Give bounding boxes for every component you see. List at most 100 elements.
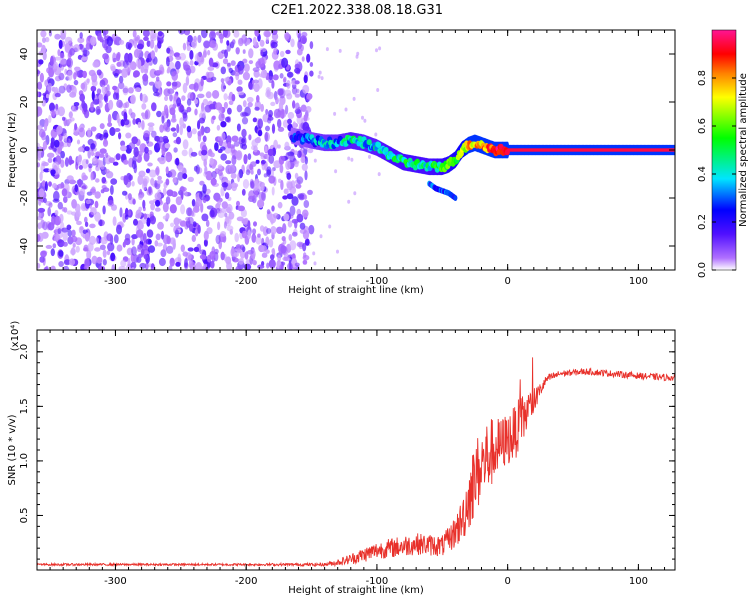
noise-blob [179,125,183,136]
noise-blob [270,101,276,107]
noise-blob [266,91,274,100]
noise-blob [237,79,243,85]
noise-blob [217,164,223,170]
noise-blob [57,201,63,210]
noise-blob [58,39,63,49]
noise-blob [203,158,207,168]
noise-blob [204,165,208,175]
noise-blob [130,261,137,270]
noise-blob [150,177,155,186]
noise-blob [158,136,164,143]
noise-blob [180,204,186,215]
noise-blob [259,152,265,157]
noise-blob [301,56,305,62]
noise-blob [236,123,241,132]
noise-blob [199,128,203,137]
noise-blob [303,114,308,122]
faint-blob [374,132,378,137]
noise-blob [265,236,270,246]
noise-blob [268,76,274,84]
noise-blob [102,187,110,192]
noise-blob [120,259,127,267]
noise-blob [280,245,287,254]
faint-blob [350,157,354,162]
noise-blob [165,196,171,205]
noise-blob [296,213,304,223]
noise-blob [285,49,291,55]
noise-blob [60,30,67,38]
noise-blob [74,184,79,193]
noise-blob [127,52,133,63]
noise-blob [156,110,162,118]
noise-blob [151,102,157,112]
x-tick-label: -300 [104,576,127,587]
noise-blob [279,264,284,270]
faint-blob [355,54,359,59]
noise-blob [176,123,180,134]
noise-blob [165,178,170,186]
noise-blob [148,239,152,245]
noise-blob [171,81,178,87]
noise-blob [240,142,244,149]
noise-blob [236,200,240,207]
x-tick-label: 0 [504,276,510,287]
noise-blob [37,207,46,213]
noise-blob [77,178,82,188]
noise-blob [209,40,217,48]
noise-blob [142,199,146,209]
noise-blob [220,121,227,128]
noise-blob [143,254,149,260]
noise-blob [236,248,242,254]
noise-blob [142,30,150,38]
faint-blob [313,158,317,163]
noise-blob [263,30,271,38]
noise-blob [186,125,192,133]
noise-blob [169,257,175,267]
noise-blob [38,188,45,198]
noise-blob [255,235,262,245]
noise-blob [50,169,56,175]
noise-blob [122,85,129,96]
noise-blob [203,238,208,247]
noise-blob [240,111,248,118]
noise-blob [64,36,73,45]
noise-blob [112,57,117,63]
noise-blob [215,197,223,203]
noise-blob [211,170,217,179]
noise-blob [173,147,178,153]
noise-blob [286,181,293,191]
noise-blob [165,151,173,163]
noise-blob [297,150,302,158]
noise-blob [226,225,234,232]
noise-blob [236,86,243,93]
noise-blob [79,32,83,39]
noise-blob [143,36,149,41]
noise-blob [84,232,90,242]
noise-blob [118,266,126,270]
noise-blob [106,36,114,47]
noise-blob [292,231,298,237]
x-tick-label: -200 [235,576,258,587]
noise-blob [150,203,156,211]
noise-blob [140,248,145,256]
noise-blob [257,199,265,209]
noise-blob [133,70,140,78]
noise-blob [224,77,230,82]
noise-blob [127,87,134,94]
noise-blob [226,62,231,67]
noise-blob [238,258,245,265]
noise-blob [89,223,96,229]
noise-blob [226,203,233,214]
noise-blob [105,152,109,158]
noise-blob [100,236,108,245]
noise-blob [279,109,287,119]
noise-blob [242,49,246,54]
noise-blob [220,231,227,237]
noise-blob [67,229,73,237]
noise-blob [149,169,157,178]
noise-blob [140,65,145,74]
noise-blob [139,222,144,230]
noise-blob [246,250,254,255]
noise-blob [282,195,288,200]
y-tick-label: -20 [19,190,30,206]
